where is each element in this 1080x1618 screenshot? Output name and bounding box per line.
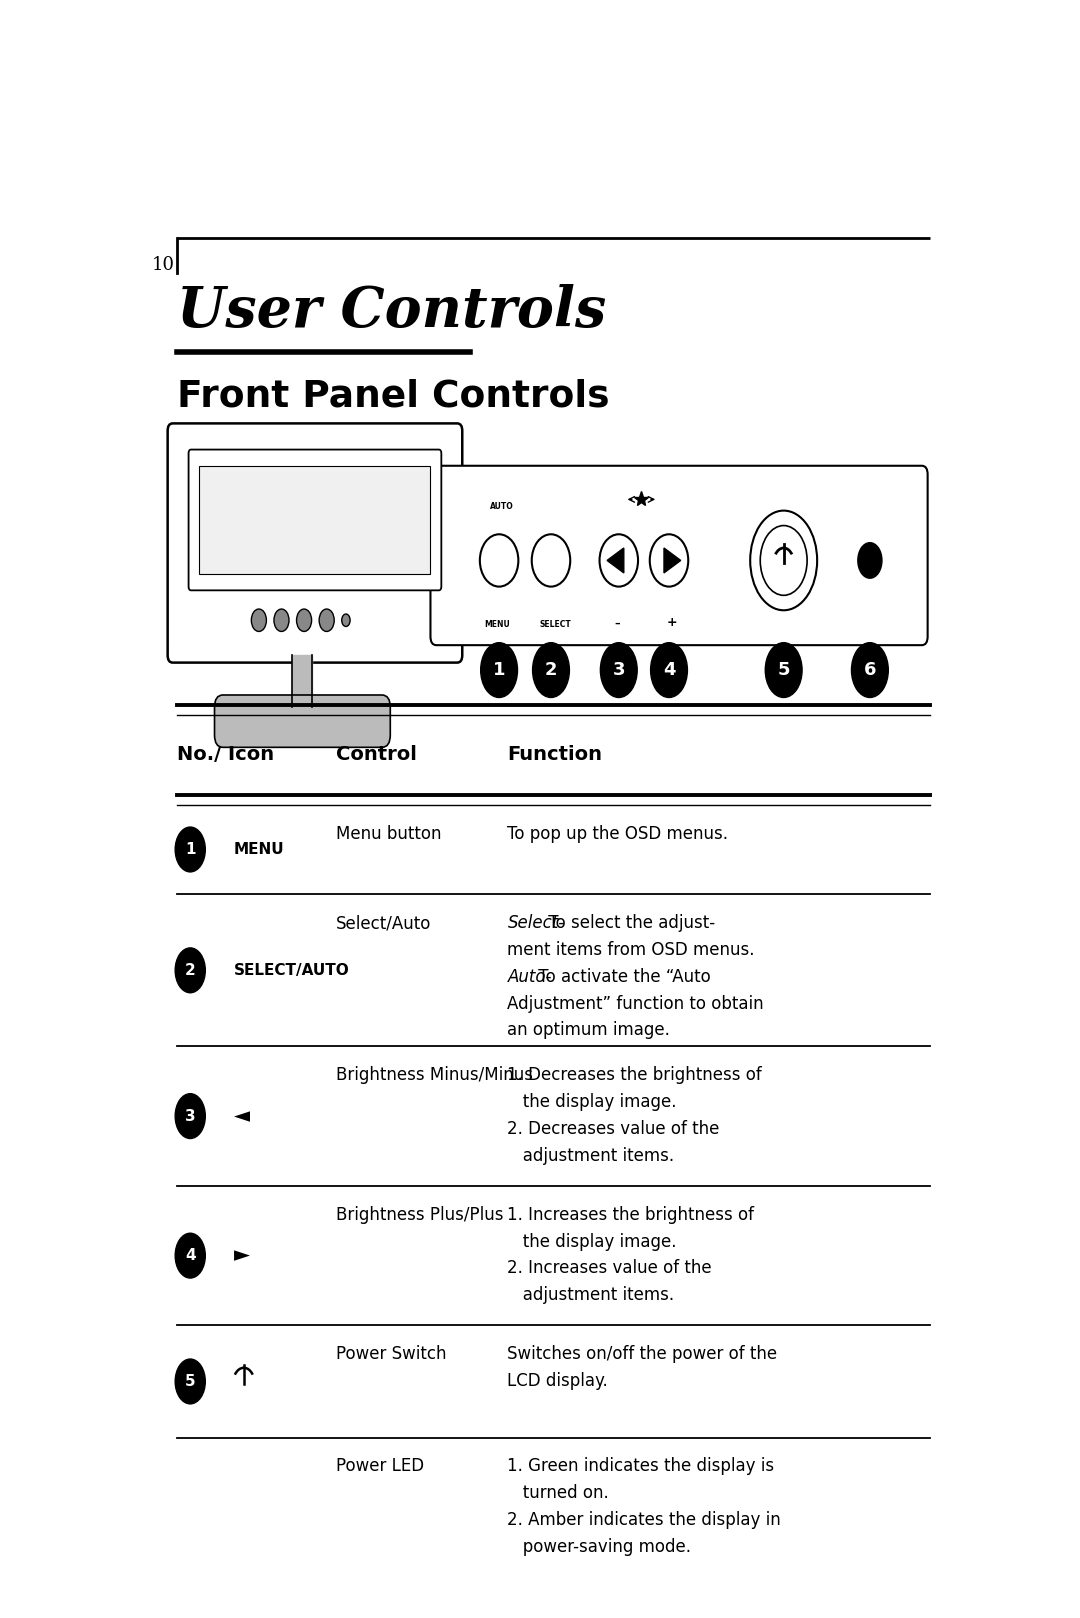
Text: 2. Decreases value of the: 2. Decreases value of the xyxy=(508,1120,720,1137)
Circle shape xyxy=(859,544,881,578)
Text: 1. Green indicates the display is: 1. Green indicates the display is xyxy=(508,1458,774,1476)
Text: 1: 1 xyxy=(185,841,195,858)
Text: 2: 2 xyxy=(544,662,557,680)
FancyBboxPatch shape xyxy=(167,424,462,663)
Text: 3: 3 xyxy=(185,1108,195,1123)
Text: Function: Function xyxy=(508,744,603,764)
Text: 5: 5 xyxy=(185,1374,195,1388)
Text: +: + xyxy=(666,616,677,629)
Text: the display image.: the display image. xyxy=(508,1233,677,1251)
Circle shape xyxy=(481,642,517,697)
Text: Brightness Minus/Minus: Brightness Minus/Minus xyxy=(336,1066,532,1084)
Text: –: – xyxy=(615,620,620,629)
Text: To select the adjust-: To select the adjust- xyxy=(542,914,715,932)
Circle shape xyxy=(532,642,569,697)
Circle shape xyxy=(175,827,205,872)
Ellipse shape xyxy=(531,534,570,587)
Text: 2. Amber indicates the display in: 2. Amber indicates the display in xyxy=(508,1511,781,1529)
Text: the display image.: the display image. xyxy=(508,1094,677,1112)
Text: 4: 4 xyxy=(663,662,675,680)
Ellipse shape xyxy=(599,534,638,587)
Polygon shape xyxy=(664,549,680,573)
Circle shape xyxy=(175,1359,205,1404)
Text: 2. Increases value of the: 2. Increases value of the xyxy=(508,1259,712,1277)
Circle shape xyxy=(320,608,334,631)
Text: 1: 1 xyxy=(492,662,505,680)
Text: power-saving mode.: power-saving mode. xyxy=(508,1537,691,1557)
Text: Power LED: Power LED xyxy=(336,1458,424,1476)
Text: Power Switch: Power Switch xyxy=(336,1345,446,1364)
Circle shape xyxy=(175,1094,205,1139)
FancyBboxPatch shape xyxy=(189,450,442,591)
Text: Brightness Plus/Plus: Brightness Plus/Plus xyxy=(336,1205,503,1223)
Text: ►: ► xyxy=(233,1246,249,1265)
Text: Select-: Select- xyxy=(508,914,565,932)
Text: Switches on/off the power of the: Switches on/off the power of the xyxy=(508,1345,778,1364)
Text: MENU: MENU xyxy=(485,620,510,629)
Text: LCD display.: LCD display. xyxy=(508,1372,608,1390)
Text: 5: 5 xyxy=(778,662,789,680)
Text: 6: 6 xyxy=(185,1502,195,1518)
Text: ◄: ◄ xyxy=(233,1107,249,1126)
Text: 4: 4 xyxy=(185,1247,195,1264)
Text: 1. Decreases the brightness of: 1. Decreases the brightness of xyxy=(508,1066,762,1084)
Text: Auto-: Auto- xyxy=(508,968,552,985)
Circle shape xyxy=(650,642,687,697)
Text: Select/Auto: Select/Auto xyxy=(336,914,431,932)
Text: User Controls: User Controls xyxy=(177,283,606,338)
Circle shape xyxy=(274,608,289,631)
Text: an optimum image.: an optimum image. xyxy=(508,1021,671,1039)
Text: adjustment items.: adjustment items. xyxy=(508,1286,675,1304)
Text: Control: Control xyxy=(336,744,417,764)
Text: 1. Increases the brightness of: 1. Increases the brightness of xyxy=(508,1205,755,1223)
Text: Front Panel Controls: Front Panel Controls xyxy=(177,379,609,414)
Circle shape xyxy=(851,642,888,697)
Text: 2: 2 xyxy=(185,963,195,977)
Circle shape xyxy=(297,608,312,631)
Circle shape xyxy=(341,613,350,626)
Text: SELECT: SELECT xyxy=(539,620,571,629)
Text: Adjustment” function to obtain: Adjustment” function to obtain xyxy=(508,995,764,1013)
Text: MENU: MENU xyxy=(233,841,284,858)
Circle shape xyxy=(175,1233,205,1278)
Circle shape xyxy=(600,642,637,697)
Text: adjustment items.: adjustment items. xyxy=(508,1147,675,1165)
Text: To activate the “Auto: To activate the “Auto xyxy=(532,968,711,985)
Text: To pop up the OSD menus.: To pop up the OSD menus. xyxy=(508,825,729,843)
Circle shape xyxy=(760,526,807,595)
Text: 3: 3 xyxy=(612,662,625,680)
Circle shape xyxy=(766,642,802,697)
Text: No./ Icon: No./ Icon xyxy=(177,744,274,764)
Polygon shape xyxy=(607,549,624,573)
Ellipse shape xyxy=(650,534,688,587)
Circle shape xyxy=(175,948,205,993)
Circle shape xyxy=(175,1487,205,1532)
Text: 6: 6 xyxy=(864,662,876,680)
Ellipse shape xyxy=(480,534,518,587)
Text: Menu button: Menu button xyxy=(336,825,442,843)
Text: AUTO: AUTO xyxy=(489,502,513,511)
Text: ment items from OSD menus.: ment items from OSD menus. xyxy=(508,942,755,959)
FancyBboxPatch shape xyxy=(215,696,390,748)
Circle shape xyxy=(252,608,267,631)
FancyBboxPatch shape xyxy=(200,466,431,574)
Circle shape xyxy=(751,511,818,610)
FancyBboxPatch shape xyxy=(431,466,928,646)
Text: SELECT/AUTO: SELECT/AUTO xyxy=(233,963,350,977)
Text: turned on.: turned on. xyxy=(508,1484,609,1502)
Text: 10: 10 xyxy=(152,257,175,275)
